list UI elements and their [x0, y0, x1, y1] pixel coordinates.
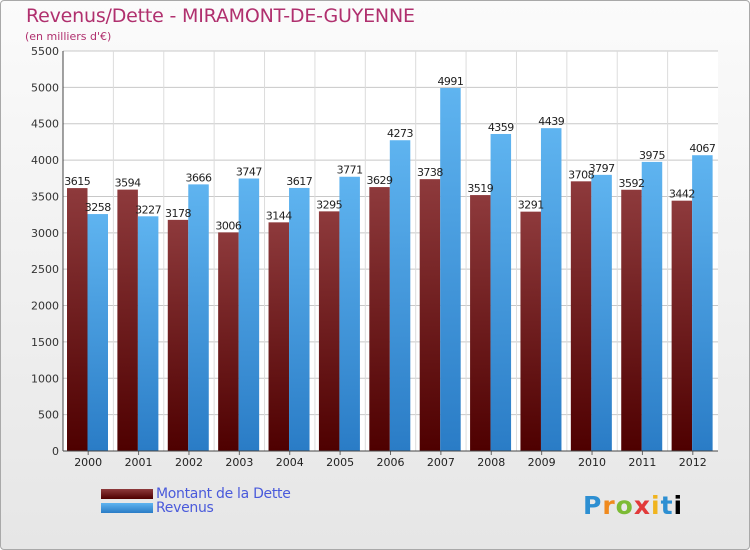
x-tick-label: 2005: [326, 456, 354, 469]
bar-dette-2000: [67, 188, 88, 451]
data-label-dette: 3144: [266, 209, 292, 222]
data-label-revenus: 3227: [135, 203, 161, 216]
bar-dette-2012: [671, 200, 693, 451]
bar-dette-2003: [218, 232, 239, 451]
data-label-revenus: 3747: [236, 165, 262, 178]
bar-revenus-2000: [87, 214, 108, 451]
data-label-dette: 3442: [669, 188, 695, 201]
x-tick-label: 2011: [628, 456, 656, 469]
data-label-revenus: 4067: [689, 142, 715, 155]
bar-dette-2001: [117, 189, 138, 452]
y-tick-label: 5000: [31, 81, 59, 94]
data-label-revenus: 4991: [437, 75, 463, 88]
bar-dette-2006: [369, 187, 390, 451]
bar-revenus-2003: [238, 178, 260, 451]
y-tick-label: 3500: [31, 190, 59, 203]
y-tick-label: 1000: [31, 372, 59, 385]
bar-revenus-2006: [389, 140, 411, 451]
legend-swatch-dette: [101, 489, 153, 499]
logo-letter: r: [602, 491, 616, 520]
logo-letter: P: [583, 491, 603, 520]
x-tick-label: 2003: [225, 456, 253, 469]
logo-letter: t: [660, 491, 674, 520]
x-tick-label: 2002: [175, 456, 203, 469]
x-tick-label: 2000: [74, 456, 102, 469]
bar-dette-2011: [621, 189, 642, 451]
logo-letter: i: [673, 491, 684, 520]
x-tick-label: 2009: [528, 456, 556, 469]
data-label-revenus: 3666: [186, 171, 212, 184]
bar-dette-2008: [470, 195, 491, 451]
data-label-revenus: 4273: [387, 127, 413, 140]
data-label-dette: 3629: [367, 174, 393, 187]
y-tick-label: 1500: [31, 336, 59, 349]
data-label-revenus: 3797: [589, 162, 615, 175]
data-label-dette: 3592: [618, 177, 644, 190]
data-label-revenus: 4439: [538, 115, 564, 128]
bar-dette-2005: [318, 211, 340, 451]
proxiti-logo: Proxiti: [583, 491, 683, 520]
bar-revenus-2005: [339, 176, 360, 451]
legend-swatch-revenus: [101, 503, 153, 513]
data-label-revenus: 3258: [85, 201, 111, 214]
data-label-dette: 3178: [165, 207, 191, 220]
x-tick-label: 2007: [427, 456, 455, 469]
legend-label-dette: Montant de la Dette: [156, 486, 291, 502]
y-tick-label: 4000: [31, 154, 59, 167]
x-tick-label: 2012: [679, 456, 707, 469]
chart-legend: Montant de la Dette Revenus: [101, 487, 291, 515]
bar-dette-2010: [570, 181, 592, 451]
y-tick-label: 5500: [31, 45, 59, 58]
bar-dette-2007: [419, 179, 441, 452]
bar-revenus-2002: [188, 184, 209, 451]
chart-title: Revenus/Dette - MIRAMONT-DE-GUYENNE: [26, 5, 415, 27]
bar-revenus-2009: [540, 128, 562, 451]
bar-revenus-2010: [591, 174, 612, 451]
x-tick-label: 2001: [125, 456, 153, 469]
y-tick-label: 4500: [31, 118, 59, 131]
data-label-dette: 3295: [316, 198, 342, 211]
bar-revenus-2004: [289, 187, 310, 452]
x-tick-label: 2006: [377, 456, 405, 469]
y-tick-label: 500: [38, 409, 59, 422]
x-tick-label: 2008: [477, 456, 505, 469]
data-label-dette: 3006: [215, 219, 241, 232]
data-label-dette: 3708: [568, 168, 594, 181]
bar-revenus-2011: [641, 161, 663, 451]
y-tick-label: 2500: [31, 263, 59, 276]
bar-revenus-2001: [137, 216, 159, 451]
bar-revenus-2007: [440, 88, 461, 451]
bar-dette-2009: [520, 211, 541, 451]
logo-letter: o: [615, 491, 634, 520]
bar-revenus-2012: [692, 155, 713, 451]
data-label-dette: 3291: [518, 199, 544, 212]
y-tick-label: 0: [52, 445, 59, 458]
data-label-dette: 3594: [115, 177, 141, 190]
data-label-revenus: 4359: [488, 121, 514, 134]
legend-label-revenus: Revenus: [156, 500, 214, 516]
logo-letter: i: [651, 491, 661, 520]
x-tick-label: 2004: [276, 456, 304, 469]
y-tick-label: 2000: [31, 300, 59, 313]
data-label-revenus: 3617: [286, 175, 312, 188]
legend-item-dette: Montant de la Dette: [101, 487, 291, 501]
y-tick-label: 3000: [31, 227, 59, 240]
data-label-dette: 3519: [467, 182, 493, 195]
logo-letter: x: [633, 491, 651, 520]
bar-dette-2002: [167, 219, 189, 451]
x-tick-label: 2010: [578, 456, 606, 469]
data-label-revenus: 3771: [337, 164, 363, 177]
chart-subtitle: (en milliers d'€): [25, 30, 112, 43]
data-label-dette: 3738: [417, 166, 443, 179]
bar-dette-2004: [268, 222, 290, 451]
bar-revenus-2008: [490, 133, 512, 451]
legend-item-revenus: Revenus: [101, 501, 291, 515]
data-label-revenus: 3975: [639, 149, 665, 162]
data-label-dette: 3615: [64, 175, 90, 188]
